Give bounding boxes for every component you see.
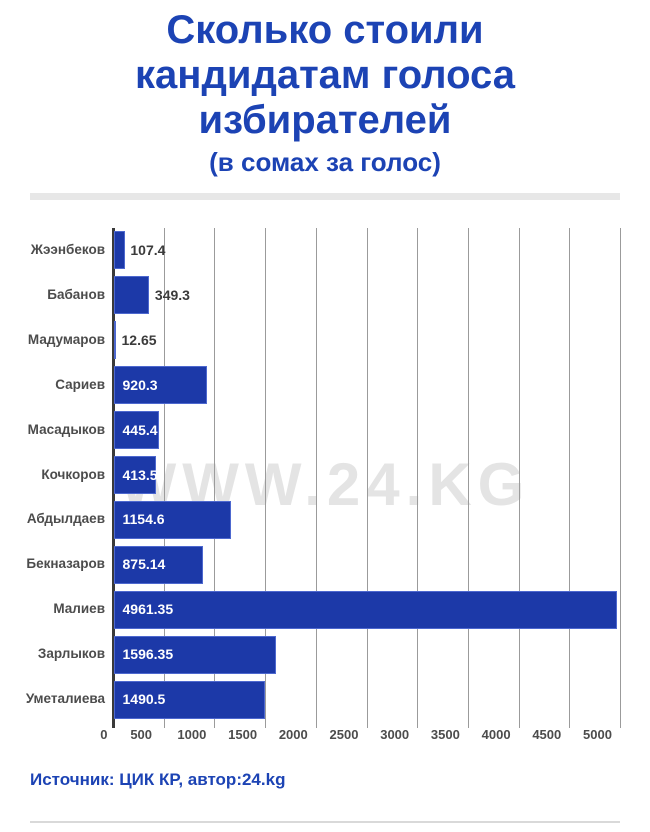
x-axis-tick-label: 3500	[430, 727, 460, 742]
x-gridline	[620, 228, 621, 728]
category-label: Мадумаров	[27, 331, 105, 347]
x-axis-tick-label: 2000	[278, 727, 308, 742]
bar	[114, 545, 203, 584]
x-gridline	[366, 228, 368, 728]
footer-divider	[30, 821, 620, 823]
source-credit: Источник: ЦИК КР, автор:24.kg	[30, 770, 286, 789]
x-axis-tick-label: 0	[100, 727, 108, 742]
bar	[114, 321, 116, 360]
category-label: Абдылдаев	[26, 511, 105, 527]
x-axis-tick-label: 1500	[228, 727, 258, 742]
category-label: Кочкоров	[41, 466, 105, 482]
x-axis-tick-label: 4500	[532, 727, 562, 742]
x-axis-tick-label: 2500	[329, 727, 359, 742]
category-label: Масадыков	[27, 421, 105, 437]
value-label: 4961.35	[122, 601, 174, 618]
x-axis-tick-label: 3000	[380, 727, 410, 742]
bar	[114, 500, 232, 539]
value-label: 445.4	[122, 421, 158, 438]
category-label: Жээнбеков	[30, 242, 105, 257]
x-axis-tick-label: 1000	[177, 727, 207, 742]
chart-header: Сколько стоили кандидатам голоса избират…	[0, 8, 650, 177]
category-label: Уметалиева	[25, 691, 105, 707]
value-label: 1154.6	[122, 511, 165, 528]
value-label: 349.3	[154, 286, 190, 303]
x-gridline	[214, 228, 216, 728]
x-gridline	[265, 228, 267, 728]
chart-title-line-3: избирателей	[198, 98, 452, 142]
bar	[114, 590, 618, 629]
value-label: 920.3	[122, 376, 158, 393]
title-divider	[30, 193, 620, 200]
category-label: Малиев	[53, 601, 105, 617]
y-axis-line	[111, 228, 115, 728]
bar	[114, 366, 208, 405]
x-gridline	[518, 228, 520, 728]
bar	[114, 276, 150, 315]
chart-title-line-2: кандидатам голоса	[135, 53, 515, 97]
category-label: Зарлыков	[37, 646, 105, 662]
x-gridline	[163, 228, 165, 728]
value-label: 875.14	[122, 556, 166, 573]
value-label: 12.65	[121, 331, 157, 348]
bar	[114, 411, 160, 450]
category-label: Бекназаров	[26, 556, 105, 572]
category-label: Сариев	[55, 376, 105, 392]
x-gridline	[569, 228, 571, 728]
bar-chart: WWW.24.KG 0 500 1000 1500 2000 2500 3000 3500 40…	[25, 228, 621, 742]
bar	[114, 635, 276, 674]
x-axis-tick-label: 4000	[481, 727, 511, 742]
category-label: Бабанов	[47, 286, 105, 302]
x-gridline	[315, 228, 317, 728]
value-label: 413.5	[122, 466, 158, 483]
chart-subtitle: (в сомах за голос)	[209, 147, 441, 177]
chart-title-line-1: Сколько стоили	[166, 8, 484, 52]
x-axis-tick-label: 5000	[583, 727, 612, 742]
x-gridline	[417, 228, 419, 728]
value-label: 107.4	[130, 242, 166, 258]
bar	[114, 456, 156, 494]
x-gridline	[467, 228, 469, 728]
bar	[114, 231, 125, 270]
value-label: 1596.35	[122, 646, 174, 663]
bar	[114, 680, 266, 719]
chart-title: Сколько стоили кандидатам голоса избират…	[0, 8, 650, 143]
x-axis-tick-label: 500	[130, 727, 153, 742]
value-label: 1490.5	[122, 691, 166, 708]
